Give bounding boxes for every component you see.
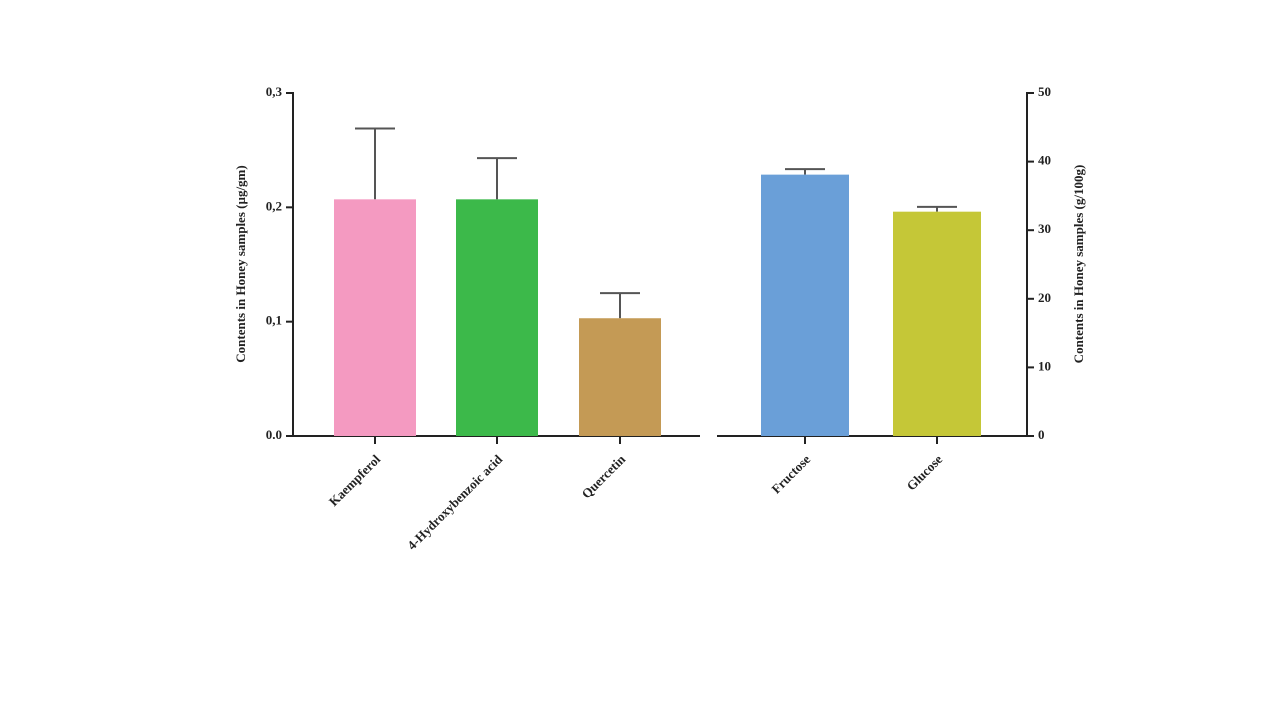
x-tick-label: Quercetin (578, 451, 628, 501)
y2-tick-label: 0 (1038, 427, 1045, 442)
y2-tick-label: 50 (1038, 84, 1051, 99)
y2-axis-title: Contents in Honey samples (g/100g) (1071, 165, 1086, 364)
y2-tick-label: 30 (1038, 221, 1051, 236)
x-tick-label: 4-Hydroxybenzoic acid (404, 451, 506, 553)
bar (893, 211, 981, 436)
bar (456, 199, 538, 436)
y-tick-label: 0,2 (266, 198, 282, 213)
y2-tick-label: 20 (1038, 290, 1051, 305)
x-tick-label: Fructose (768, 451, 813, 496)
y-axis-title: Contents in Honey samples (µg/gm) (233, 165, 248, 362)
y-tick-label: 0,1 (266, 313, 282, 328)
y-tick-label: 0,3 (266, 84, 283, 99)
x-tick-label: Kaempferol (326, 451, 384, 509)
y2-tick-label: 40 (1038, 153, 1051, 168)
y-tick-label: 0.0 (266, 427, 282, 442)
y2-tick-label: 10 (1038, 358, 1051, 373)
x-tick-label: Glucose (903, 451, 945, 493)
bar (761, 174, 849, 436)
bar (334, 199, 416, 436)
bar (579, 318, 661, 436)
